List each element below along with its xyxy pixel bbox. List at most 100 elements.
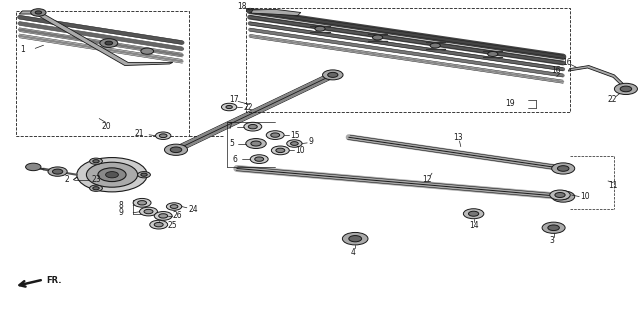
Circle shape (468, 211, 479, 216)
Circle shape (100, 39, 118, 47)
Circle shape (291, 142, 298, 145)
Circle shape (98, 168, 126, 182)
Circle shape (548, 225, 559, 231)
Circle shape (328, 72, 338, 77)
Circle shape (164, 144, 188, 155)
Polygon shape (568, 66, 627, 90)
Text: 8: 8 (118, 201, 123, 210)
Circle shape (133, 198, 151, 207)
Circle shape (154, 222, 163, 227)
Circle shape (93, 160, 99, 163)
Polygon shape (19, 11, 173, 66)
Text: 22: 22 (243, 103, 253, 111)
Text: 22: 22 (608, 95, 618, 104)
Circle shape (106, 172, 118, 178)
Circle shape (557, 194, 569, 199)
Circle shape (159, 214, 168, 218)
Circle shape (251, 141, 261, 146)
Circle shape (159, 134, 167, 138)
Circle shape (35, 11, 42, 14)
Circle shape (614, 83, 637, 95)
Text: 14: 14 (469, 222, 479, 230)
Text: 18: 18 (237, 2, 246, 11)
Text: 6: 6 (232, 155, 237, 163)
Circle shape (141, 173, 147, 176)
Circle shape (287, 140, 302, 147)
Circle shape (552, 191, 575, 202)
Text: 12: 12 (422, 175, 432, 184)
Circle shape (550, 190, 570, 200)
Text: 20: 20 (101, 122, 111, 130)
Circle shape (156, 132, 171, 139)
Circle shape (255, 157, 264, 161)
Circle shape (90, 158, 102, 164)
Text: 5: 5 (229, 139, 234, 148)
Text: 15: 15 (291, 131, 300, 139)
Circle shape (170, 205, 178, 208)
Circle shape (150, 220, 168, 229)
Text: FR.: FR. (47, 276, 62, 285)
Text: 19: 19 (506, 100, 515, 108)
Text: 25: 25 (168, 221, 177, 230)
Circle shape (266, 131, 284, 139)
Circle shape (315, 26, 325, 31)
Circle shape (552, 163, 575, 174)
Circle shape (140, 207, 157, 216)
Circle shape (271, 146, 289, 155)
Circle shape (138, 172, 150, 178)
Circle shape (226, 105, 232, 109)
Text: 3: 3 (549, 236, 554, 245)
Circle shape (342, 232, 368, 245)
Circle shape (271, 133, 280, 137)
Circle shape (557, 166, 569, 171)
Circle shape (26, 163, 41, 171)
Circle shape (77, 158, 147, 192)
Text: 4: 4 (351, 248, 356, 256)
Circle shape (488, 51, 498, 56)
Circle shape (48, 167, 67, 176)
Circle shape (246, 139, 266, 149)
Circle shape (90, 185, 102, 191)
Circle shape (144, 209, 153, 214)
Text: 2: 2 (65, 175, 69, 184)
Circle shape (52, 169, 63, 174)
Text: 9: 9 (308, 138, 314, 146)
Circle shape (31, 9, 46, 16)
Polygon shape (251, 9, 301, 16)
Text: 16: 16 (562, 58, 572, 67)
Circle shape (86, 162, 138, 187)
Circle shape (463, 209, 484, 219)
Circle shape (430, 43, 440, 48)
Text: 24: 24 (188, 205, 198, 213)
Circle shape (141, 48, 154, 54)
Text: 16: 16 (552, 66, 561, 75)
Circle shape (221, 103, 237, 111)
Circle shape (154, 212, 172, 220)
Circle shape (323, 70, 343, 80)
Circle shape (372, 35, 383, 40)
Circle shape (250, 155, 268, 163)
Text: 17: 17 (229, 95, 239, 104)
Circle shape (555, 193, 565, 197)
Text: 10: 10 (296, 146, 305, 155)
Circle shape (349, 236, 362, 242)
Text: 23: 23 (92, 175, 101, 184)
Text: 1: 1 (20, 45, 25, 54)
Circle shape (248, 124, 257, 129)
Text: 11: 11 (608, 181, 618, 190)
Circle shape (105, 41, 113, 45)
Circle shape (542, 222, 565, 233)
Circle shape (170, 147, 182, 153)
Circle shape (138, 201, 147, 205)
Text: 10: 10 (580, 192, 590, 201)
Text: 26: 26 (173, 212, 182, 220)
Circle shape (93, 187, 99, 190)
Circle shape (276, 148, 285, 153)
Text: 13: 13 (453, 134, 463, 142)
Circle shape (166, 203, 182, 210)
Text: 9: 9 (118, 208, 123, 217)
Text: 21: 21 (134, 129, 144, 138)
Circle shape (244, 122, 262, 131)
Circle shape (620, 86, 632, 92)
Text: 7: 7 (227, 122, 232, 131)
